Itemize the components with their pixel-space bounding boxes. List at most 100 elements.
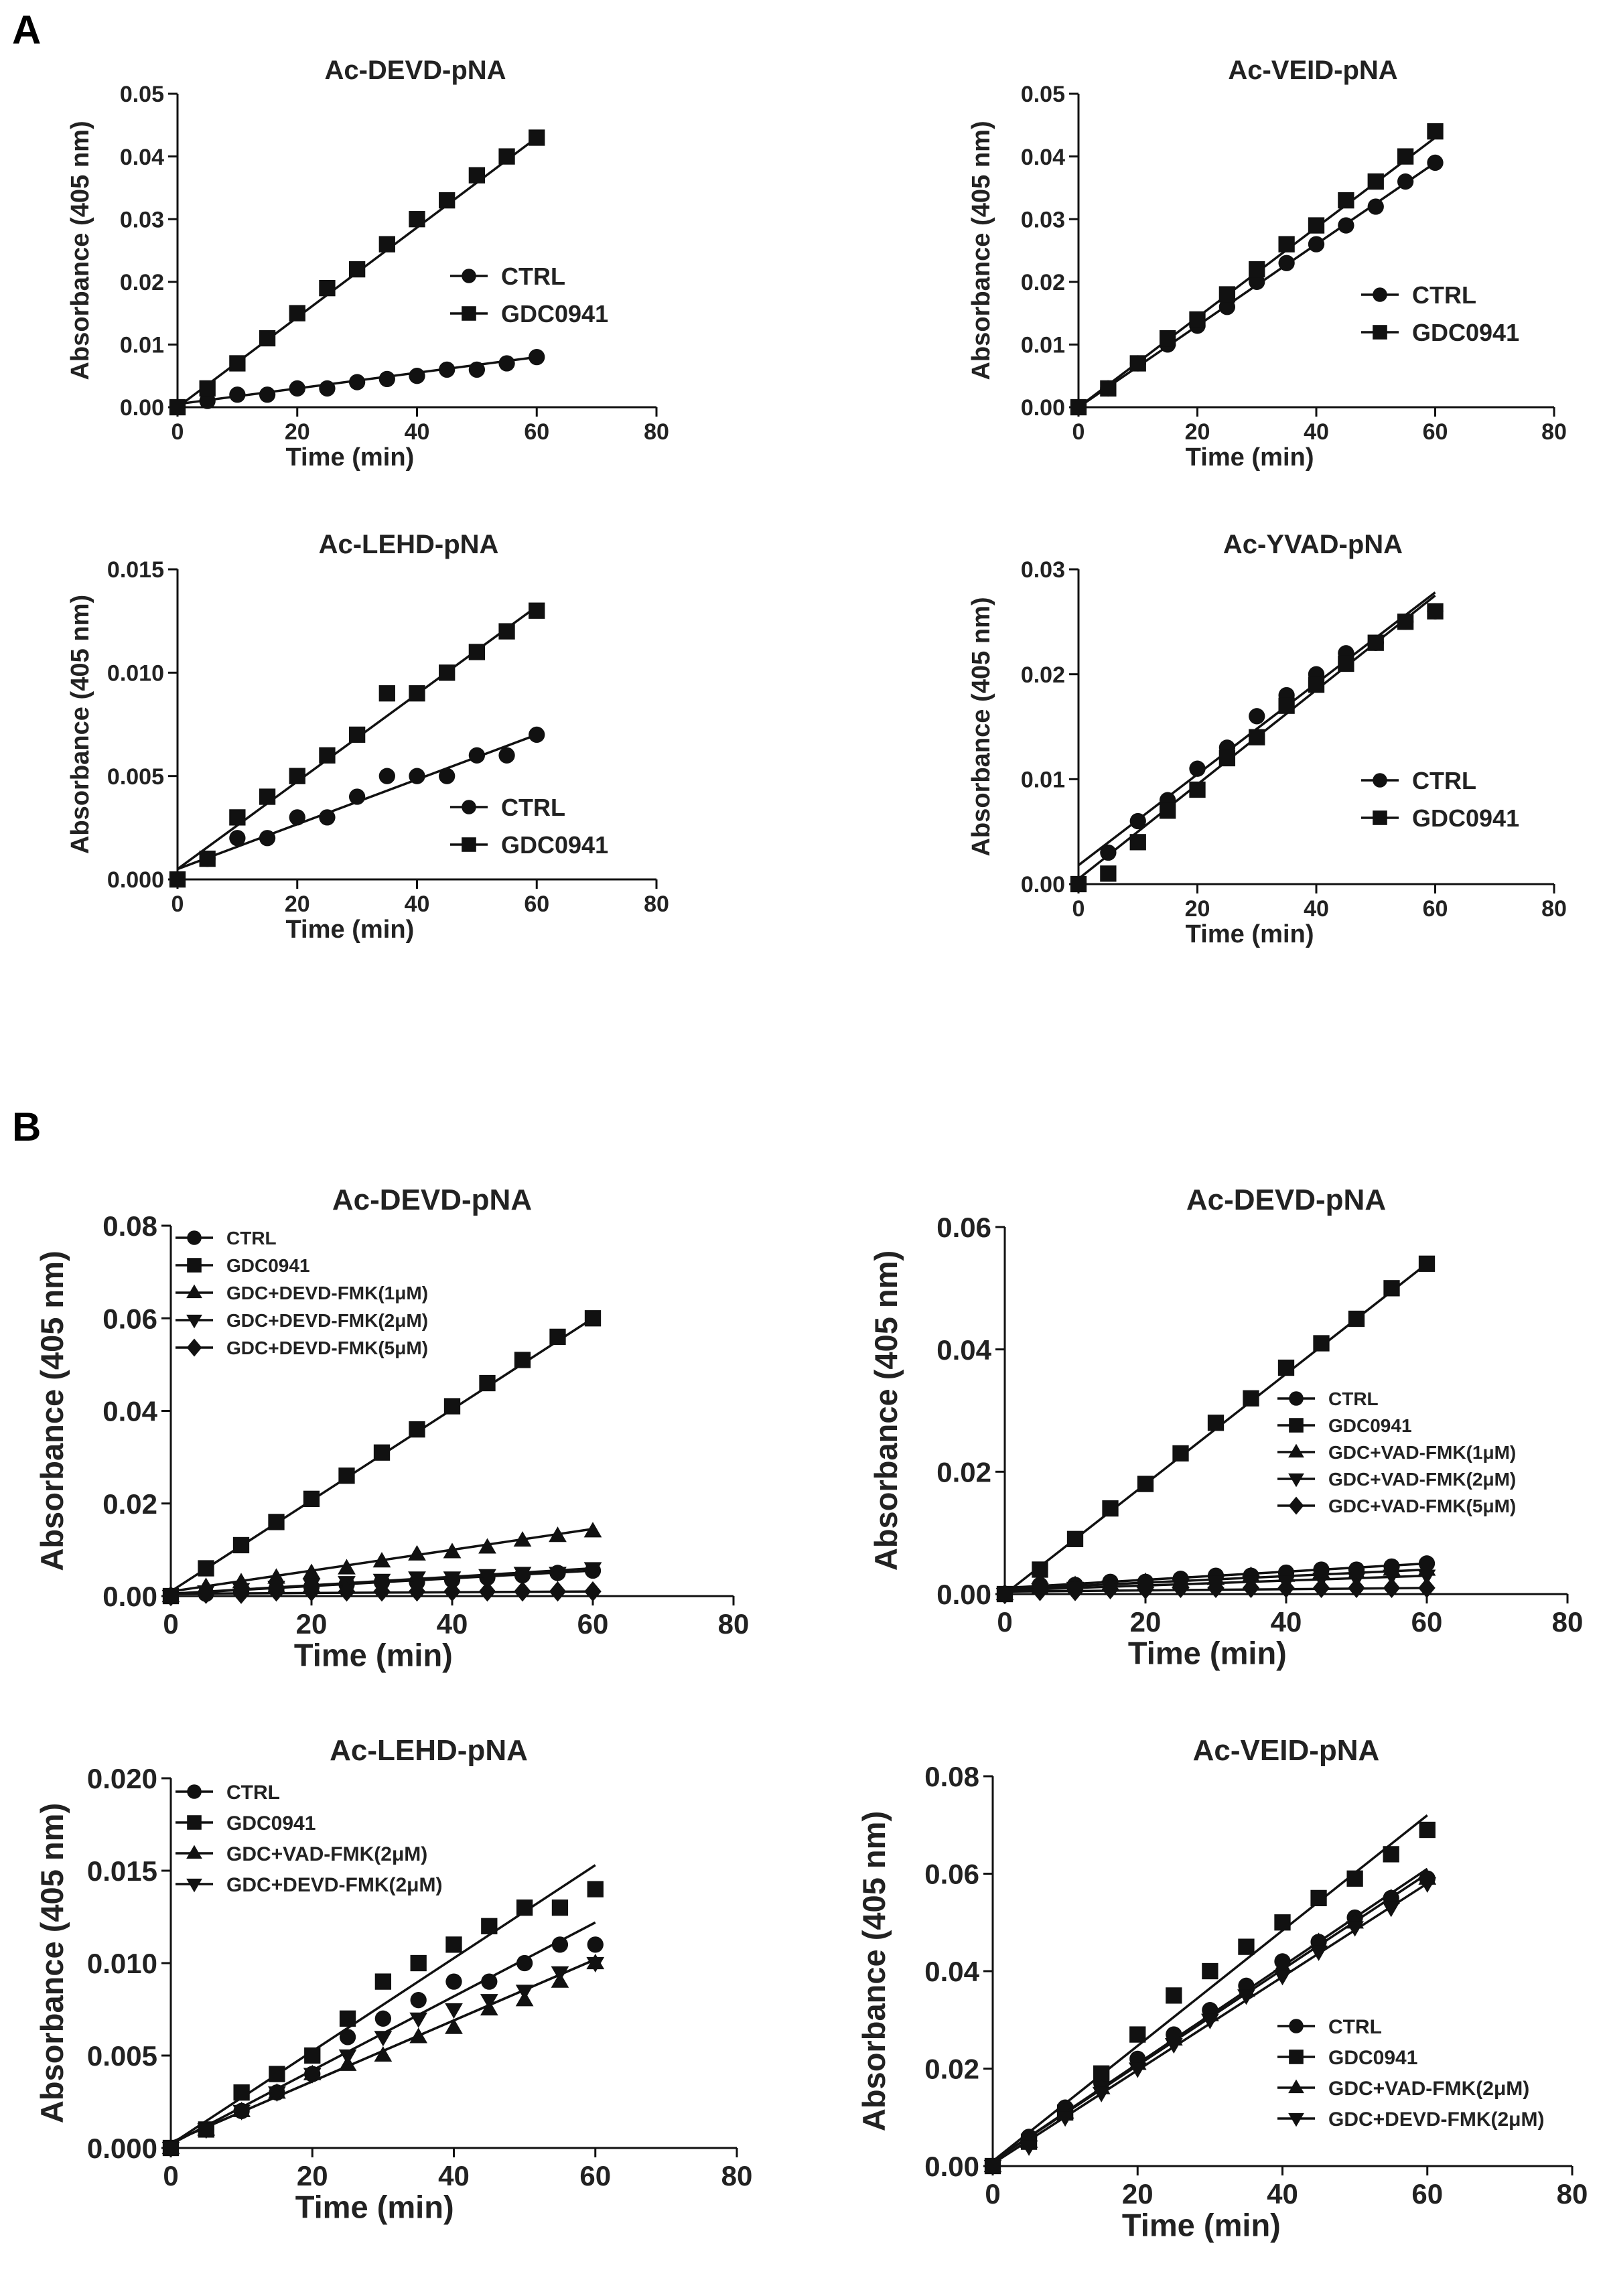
legend-marker: [1288, 1443, 1304, 1458]
data-point: [1207, 1415, 1225, 1431]
data-point: [259, 830, 276, 847]
data-point: [1249, 273, 1265, 290]
x-tick-label: 0: [985, 2178, 1000, 2210]
data-point: [1419, 1821, 1436, 1839]
series-2: [169, 129, 545, 416]
data-point: [303, 1490, 320, 1507]
legend-label: GDC0941: [1328, 2047, 1417, 2069]
data-point: [529, 129, 545, 146]
x-tick-label: 40: [405, 419, 430, 445]
data-point: [1159, 330, 1176, 347]
data-point: [1278, 697, 1295, 714]
legend-label: GDC0941: [501, 300, 608, 328]
data-point: [478, 1569, 496, 1585]
y-tick-label: 0.00: [120, 395, 164, 421]
data-point: [197, 2123, 216, 2139]
data-point: [1201, 2013, 1219, 2029]
data-point: [445, 1936, 462, 1953]
data-point: [199, 380, 216, 397]
legend-marker: [187, 1258, 202, 1273]
data-point: [515, 1985, 534, 2001]
data-point: [529, 348, 545, 366]
data-point: [408, 1545, 426, 1561]
data-point: [348, 788, 366, 805]
data-point: [587, 1936, 604, 1953]
data-point: [1310, 1932, 1328, 1948]
panel-label-a: A: [12, 7, 42, 52]
y-tick-label: 0.08: [102, 1210, 157, 1242]
data-point: [1367, 173, 1384, 190]
data-point: [410, 1954, 427, 1972]
data-point: [408, 1571, 426, 1587]
data-point: [232, 1583, 250, 1604]
y-tick-label: 0.04: [936, 1334, 991, 1366]
y-tick-label: 0.04: [102, 1396, 157, 1427]
x-tick-label: 40: [1271, 1606, 1302, 1638]
x-axis-label: Time (min): [1186, 443, 1314, 472]
y-axis-label: Absorbance (405 nm): [66, 595, 94, 854]
legend-marker: [1373, 773, 1387, 788]
data-point: [289, 768, 305, 784]
data-point: [198, 1560, 214, 1577]
data-point: [445, 2003, 463, 2019]
x-tick-label: 0: [171, 419, 184, 445]
data-point: [516, 1954, 533, 1972]
data-point: [1346, 1870, 1363, 1887]
x-tick-label: 0: [1072, 896, 1085, 922]
data-point: [1277, 1577, 1295, 1599]
legend-label: GDC+DEVD-FMK(5μM): [226, 1338, 428, 1358]
data-point: [319, 380, 336, 397]
data-point: [1418, 1255, 1436, 1272]
data-point: [169, 399, 186, 416]
x-tick-label: 20: [1122, 2178, 1154, 2210]
data-point: [1308, 676, 1325, 693]
series-4: [161, 1956, 605, 2157]
data-point: [1338, 655, 1354, 672]
data-point: [1129, 834, 1146, 851]
data-point: [481, 1973, 498, 1990]
data-point: [232, 2104, 251, 2121]
data-point: [338, 1559, 356, 1575]
data-point: [1383, 1280, 1400, 1297]
data-point: [229, 809, 246, 826]
x-tick-label: 80: [644, 891, 669, 917]
data-point: [1129, 812, 1146, 830]
legend-label: GDC+VAD-FMK(2μM): [226, 1843, 427, 1865]
x-tick-label: 0: [171, 891, 184, 917]
data-point: [1237, 1989, 1255, 2005]
data-point: [478, 1538, 496, 1554]
data-point: [1274, 1914, 1291, 1931]
x-tick-label: 40: [438, 2160, 470, 2192]
data-point: [498, 355, 515, 372]
data-point: [1129, 2026, 1146, 2043]
data-point: [409, 768, 425, 784]
legend-label: GDC0941: [501, 831, 608, 859]
data-point: [1277, 1359, 1295, 1376]
legend-label: GDC+DEVD-FMK(1μM): [226, 1283, 428, 1303]
data-point: [1189, 311, 1206, 328]
y-tick-label: 0.04: [120, 145, 164, 170]
data-point: [302, 1563, 321, 1579]
data-point: [409, 2012, 428, 2028]
chart-title: Ac-DEVD-pNA: [332, 1183, 532, 1216]
data-point: [348, 261, 366, 278]
data-point: [289, 809, 305, 826]
y-tick-label: 0.00: [936, 1579, 991, 1610]
data-point: [1278, 255, 1295, 271]
chart-title: Ac-LEHD-pNA: [319, 530, 499, 559]
y-tick-label: 0.000: [87, 2133, 157, 2164]
series-2: [1070, 594, 1444, 893]
legend-marker: [462, 837, 476, 852]
data-point: [549, 1526, 567, 1542]
x-tick-label: 80: [1541, 896, 1567, 922]
data-point: [1032, 1561, 1048, 1578]
data-point: [378, 370, 395, 388]
data-point: [551, 1966, 569, 1982]
legend: CTRL GDC0941: [1361, 767, 1519, 832]
data-point: [498, 747, 515, 764]
data-point: [587, 1881, 604, 1897]
y-tick-label: 0.06: [924, 1859, 979, 1890]
